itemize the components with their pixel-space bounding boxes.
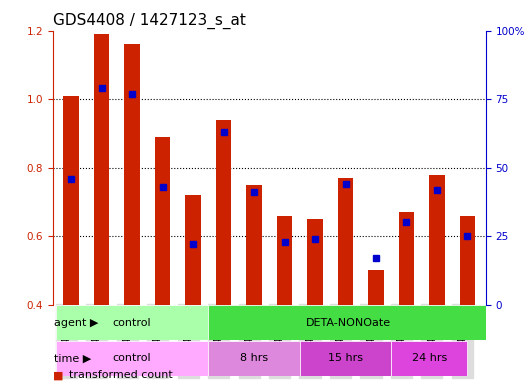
Bar xyxy=(429,174,445,305)
Bar xyxy=(216,120,231,305)
Bar xyxy=(247,185,262,305)
Text: 24 hrs: 24 hrs xyxy=(412,353,447,363)
FancyBboxPatch shape xyxy=(209,305,489,340)
Text: DETA-NONOate: DETA-NONOate xyxy=(306,318,391,328)
FancyBboxPatch shape xyxy=(209,341,300,376)
FancyBboxPatch shape xyxy=(56,341,209,376)
Bar xyxy=(277,215,292,305)
Text: transformed count: transformed count xyxy=(69,370,172,380)
FancyBboxPatch shape xyxy=(56,305,209,340)
Bar xyxy=(369,270,384,305)
Text: control: control xyxy=(113,353,152,363)
Bar xyxy=(338,178,353,305)
Text: time ▶: time ▶ xyxy=(54,353,91,363)
Bar xyxy=(460,215,475,305)
Bar xyxy=(399,212,414,305)
FancyBboxPatch shape xyxy=(391,341,467,376)
Bar xyxy=(155,137,170,305)
Text: 8 hrs: 8 hrs xyxy=(240,353,268,363)
FancyBboxPatch shape xyxy=(300,341,391,376)
Text: 15 hrs: 15 hrs xyxy=(328,353,363,363)
Text: agent ▶: agent ▶ xyxy=(54,318,99,328)
Text: control: control xyxy=(113,318,152,328)
Text: ■: ■ xyxy=(53,370,63,380)
Bar xyxy=(307,219,323,305)
Bar xyxy=(125,45,140,305)
Bar xyxy=(185,195,201,305)
Bar xyxy=(63,96,79,305)
Text: GDS4408 / 1427123_s_at: GDS4408 / 1427123_s_at xyxy=(53,13,246,29)
Bar xyxy=(94,34,109,305)
